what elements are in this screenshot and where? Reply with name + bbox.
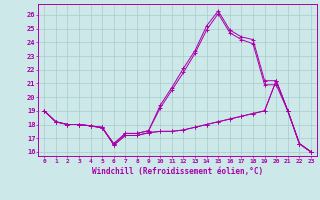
- X-axis label: Windchill (Refroidissement éolien,°C): Windchill (Refroidissement éolien,°C): [92, 167, 263, 176]
